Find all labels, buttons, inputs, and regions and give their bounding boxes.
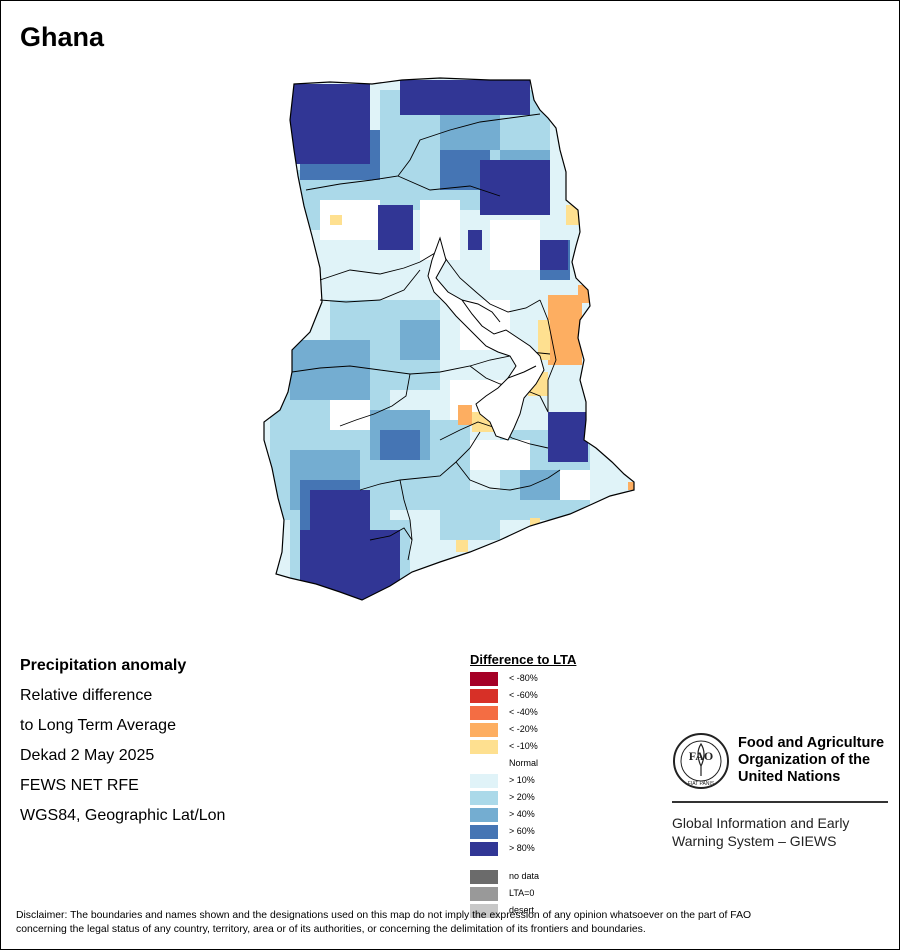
map-info-block: Precipitation anomaly Relative differenc… xyxy=(20,656,225,836)
legend-swatch xyxy=(470,791,498,805)
legend-label: LTA=0 xyxy=(509,888,535,898)
fao-name-line: Food and Agriculture xyxy=(738,735,885,751)
legend-label: no data xyxy=(509,871,540,881)
fao-logo-motto: FIAT PANIS xyxy=(688,781,715,787)
anomaly-raster xyxy=(264,78,634,600)
giews-text: Global Information and Early Warning Sys… xyxy=(672,814,892,850)
disclaimer-line: Disclaimer: The boundaries and names sho… xyxy=(16,910,752,921)
legend-label: < -60% xyxy=(509,690,538,700)
legend-swatch xyxy=(470,672,498,686)
legend-label: < -20% xyxy=(509,724,538,734)
lake-volta-arm xyxy=(461,299,501,323)
legend-swatch xyxy=(470,887,498,901)
legend-swatch xyxy=(470,740,498,754)
legend-swatch xyxy=(470,706,498,720)
map-title: Ghana xyxy=(20,22,105,52)
fao-name-line: United Nations xyxy=(738,769,841,785)
fao-name: Food and Agriculture Organization of the… xyxy=(738,735,898,786)
legend-swatch xyxy=(470,904,498,918)
lake-volta xyxy=(427,236,545,441)
info-heading: Precipitation anomaly xyxy=(20,657,187,674)
legend-swatch xyxy=(470,808,498,822)
precipitation-anomaly-map xyxy=(263,77,635,601)
legend: Difference to LTA < -80% < -60% < -40% <… xyxy=(470,652,577,918)
legend-label: > 80% xyxy=(509,843,535,853)
legend-label: < -80% xyxy=(509,673,538,683)
info-projection: WGS84, Geographic Lat/Lon xyxy=(20,807,226,824)
giews-line: Warning System – GIEWS xyxy=(672,833,837,849)
legend-swatch xyxy=(470,757,498,771)
fao-logo-text: FAO xyxy=(689,749,713,763)
legend-swatch xyxy=(470,689,498,703)
fao-logo: FAO FIAT PANIS xyxy=(673,733,729,789)
legend-swatch xyxy=(470,774,498,788)
legend-swatch xyxy=(470,870,498,884)
legend-swatch xyxy=(470,825,498,839)
info-period: Dekad 2 May 2025 xyxy=(20,747,155,764)
fao-name-line: Organization of the xyxy=(738,752,871,768)
legend-label: desert xyxy=(509,905,535,915)
legend-label: < -40% xyxy=(509,707,538,717)
legend-swatch xyxy=(470,842,498,856)
legend-label: Normal xyxy=(509,758,539,768)
disclaimer: Disclaimer: The boundaries and names sho… xyxy=(16,909,886,937)
legend-label: > 10% xyxy=(509,775,535,785)
legend-label: > 40% xyxy=(509,809,535,819)
legend-title: Difference to LTA xyxy=(470,652,577,667)
legend-label: > 60% xyxy=(509,826,535,836)
fao-divider xyxy=(672,801,888,803)
info-line2: to Long Term Average xyxy=(20,717,176,734)
legend-label: < -10% xyxy=(509,741,538,751)
giews-line: Global Information and Early xyxy=(672,815,850,831)
legend-label: > 20% xyxy=(509,792,535,802)
info-line1: Relative difference xyxy=(20,687,153,704)
info-source: FEWS NET RFE xyxy=(20,777,139,794)
lake-volta-arm xyxy=(507,365,537,379)
disclaimer-line: concerning the legal status of any count… xyxy=(16,924,646,935)
legend-swatch xyxy=(470,723,498,737)
